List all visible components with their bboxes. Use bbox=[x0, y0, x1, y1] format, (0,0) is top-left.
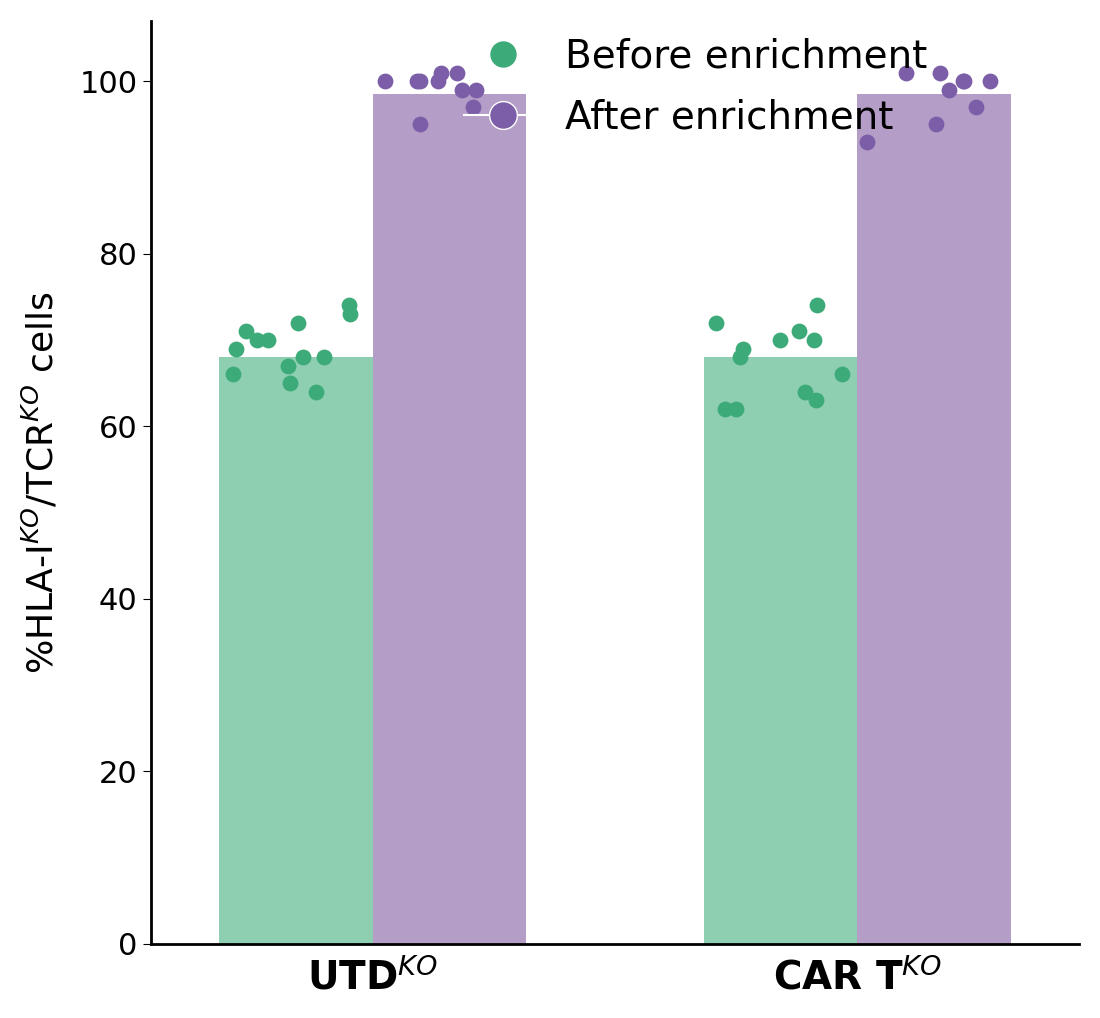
Point bbox=[449, 64, 466, 80]
Point bbox=[954, 73, 971, 90]
Point bbox=[466, 81, 484, 98]
Point bbox=[955, 73, 972, 90]
Point bbox=[790, 323, 807, 339]
Point bbox=[432, 64, 450, 80]
Point bbox=[316, 349, 333, 365]
Point bbox=[341, 305, 359, 322]
Point bbox=[796, 384, 814, 400]
Point bbox=[967, 99, 984, 115]
Point bbox=[926, 116, 944, 132]
Point bbox=[771, 332, 789, 348]
Point bbox=[408, 73, 426, 90]
Point bbox=[940, 81, 958, 98]
Point bbox=[858, 133, 876, 150]
Bar bbox=[857, 94, 1011, 944]
Point bbox=[808, 297, 826, 314]
Point bbox=[735, 340, 752, 356]
Point bbox=[411, 73, 429, 90]
Y-axis label: %HLA-I$^{KO}$/TCR$^{KO}$ cells: %HLA-I$^{KO}$/TCR$^{KO}$ cells bbox=[21, 291, 60, 674]
Point bbox=[282, 375, 299, 391]
Point bbox=[833, 366, 850, 383]
Point bbox=[464, 99, 482, 115]
Point bbox=[707, 315, 725, 331]
Point bbox=[716, 401, 734, 417]
Point bbox=[805, 332, 823, 348]
Point bbox=[429, 73, 447, 90]
Point bbox=[340, 297, 358, 314]
Point bbox=[981, 73, 999, 90]
Point bbox=[896, 64, 914, 80]
Point bbox=[224, 366, 242, 383]
Point bbox=[236, 323, 254, 339]
Point bbox=[227, 340, 244, 356]
Bar bbox=[219, 357, 373, 944]
Point bbox=[376, 73, 394, 90]
Point bbox=[806, 392, 824, 408]
Bar bbox=[373, 94, 526, 944]
Point bbox=[727, 401, 745, 417]
Point bbox=[248, 332, 265, 348]
Bar bbox=[704, 357, 857, 944]
Point bbox=[289, 315, 307, 331]
Point bbox=[294, 349, 311, 365]
Point bbox=[730, 349, 748, 365]
Point bbox=[931, 64, 948, 80]
Point bbox=[307, 384, 324, 400]
Point bbox=[453, 81, 471, 98]
Point bbox=[410, 116, 428, 132]
Legend: Before enrichment, After enrichment: Before enrichment, After enrichment bbox=[449, 21, 943, 153]
Point bbox=[260, 332, 277, 348]
Point bbox=[279, 357, 297, 374]
